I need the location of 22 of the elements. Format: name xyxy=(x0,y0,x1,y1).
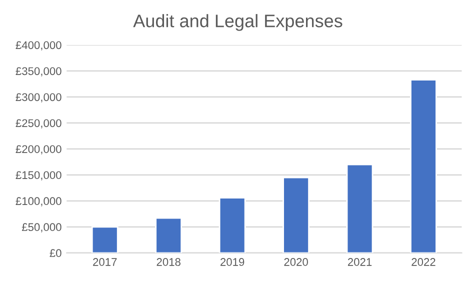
x-tick-label: 2019 xyxy=(220,258,244,266)
chart-title: Audit and Legal Expenses xyxy=(133,14,342,31)
bar xyxy=(346,164,374,253)
bar xyxy=(155,217,182,253)
y-tick-label: £50,000 xyxy=(22,223,62,232)
y-tick-label: £250,000 xyxy=(16,119,62,128)
y-tick-label: £100,000 xyxy=(16,197,62,206)
x-tick-label: 2020 xyxy=(284,258,308,266)
x-tick-label: 2021 xyxy=(348,258,372,266)
bar xyxy=(91,226,118,253)
y-tick-label: £200,000 xyxy=(16,145,62,154)
y-tick-label: £0 xyxy=(50,249,62,258)
x-tick-label: 2017 xyxy=(93,258,117,266)
bar xyxy=(282,176,310,253)
bar xyxy=(410,79,437,253)
y-tick-label: £300,000 xyxy=(16,93,62,102)
x-tick-label: 2018 xyxy=(156,258,180,266)
y-tick-label: £400,000 xyxy=(16,41,62,50)
y-tick-label: £350,000 xyxy=(16,67,62,76)
bar xyxy=(218,197,246,253)
y-tick-label: £150,000 xyxy=(16,171,62,180)
x-tick-label: 2022 xyxy=(412,258,436,266)
